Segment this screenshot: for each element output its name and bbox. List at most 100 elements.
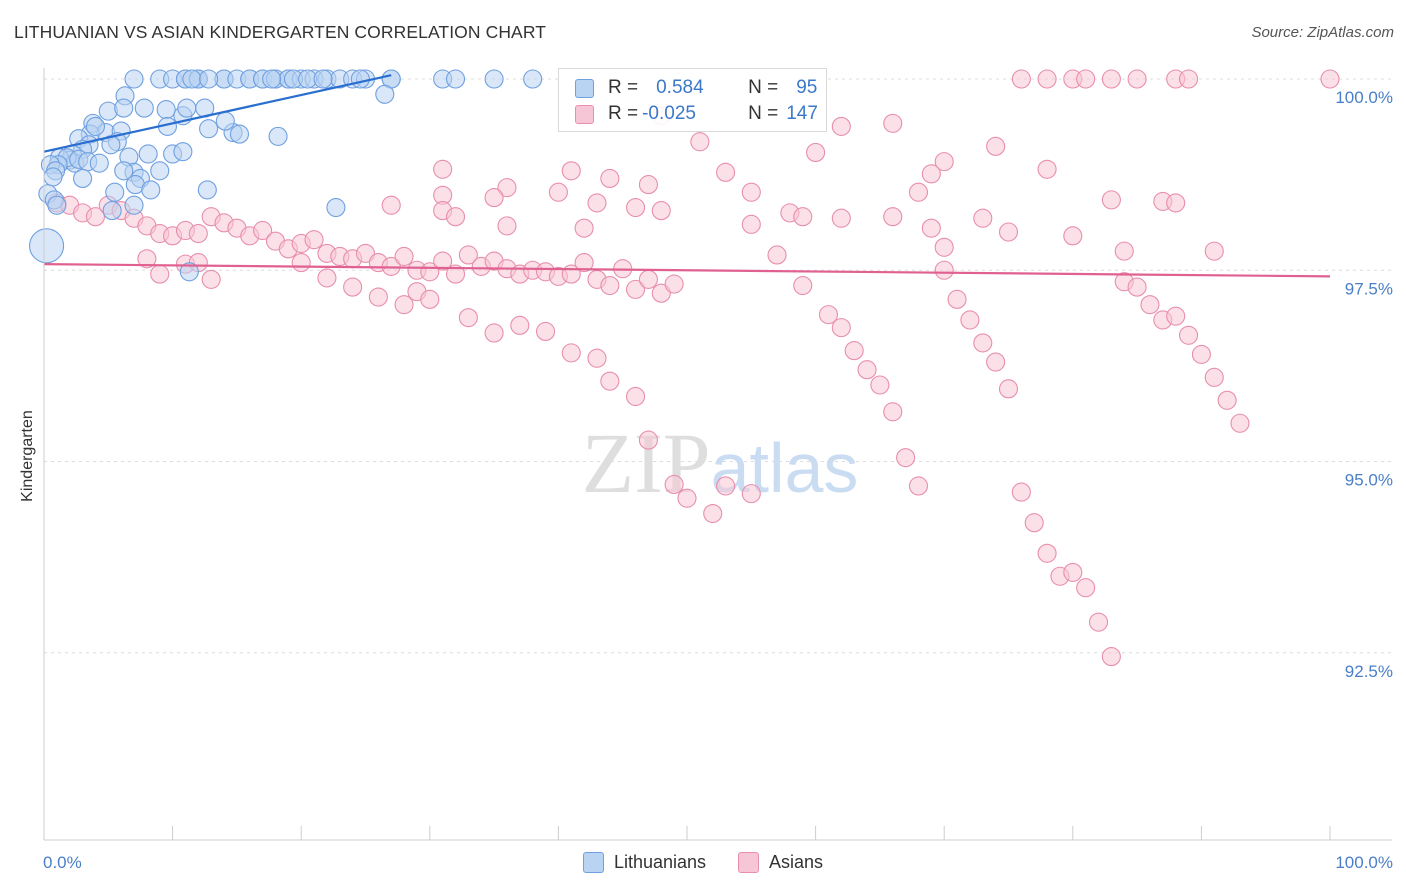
scatter-point	[921, 164, 941, 184]
scatter-point	[638, 430, 658, 450]
legend-item-lithuanians[interactable]: Lithuanians	[582, 852, 706, 873]
scatter-point	[600, 371, 620, 391]
scatter-point	[587, 193, 607, 213]
scatter-point	[1011, 69, 1031, 89]
scatter-point	[73, 168, 93, 188]
scatter-point	[433, 159, 453, 179]
scatter-point	[973, 208, 993, 228]
source-label: Source: ZipAtlas.com	[1251, 24, 1394, 41]
scatter-point	[394, 246, 414, 267]
scatter-point	[253, 220, 273, 241]
scatter-point	[47, 195, 67, 215]
scatter-point	[199, 69, 219, 89]
scatter-point	[1204, 241, 1224, 261]
scatter-point	[1024, 513, 1044, 533]
scatter-point	[1101, 647, 1121, 667]
scatter-point	[1063, 226, 1083, 246]
scatter-point	[1063, 562, 1083, 582]
scatter-point	[355, 243, 376, 263]
scatter-point	[1191, 344, 1211, 364]
scatter-point	[960, 310, 980, 330]
scatter-point	[350, 69, 370, 89]
scatter-point	[638, 175, 658, 195]
scatter-point	[29, 228, 65, 264]
legend-swatch-asians	[575, 104, 594, 124]
scatter-point	[1114, 241, 1134, 261]
y-tick-label: 92.5%	[1345, 662, 1393, 681]
series-asians	[47, 69, 1340, 667]
scatter-point	[150, 264, 170, 284]
scatter-point	[114, 161, 134, 181]
scatter-point	[600, 168, 620, 188]
chart-title: LITHUANIAN VS ASIAN KINDERGARTEN CORRELA…	[14, 22, 547, 42]
scatter-point	[934, 152, 954, 172]
scatter-point	[173, 142, 193, 162]
scatter-point	[137, 249, 157, 269]
scatter-point	[1217, 390, 1237, 410]
scatter-point	[215, 111, 235, 131]
scatter-point	[1037, 543, 1057, 563]
scatter-point	[947, 289, 967, 309]
scatter-point	[445, 264, 466, 284]
scatter-point	[523, 69, 543, 89]
scatter-point	[484, 188, 504, 208]
correlation-legend: R = 0.584 N = 95 R = -0.025 N = 147	[558, 68, 827, 132]
scatter-point	[138, 144, 158, 164]
scatter-point	[124, 69, 144, 89]
scatter-point	[934, 260, 954, 280]
scatter-point	[114, 98, 134, 118]
scatter-point	[497, 178, 517, 198]
scatter-point	[626, 197, 646, 218]
scatter-point	[883, 207, 903, 227]
x-tick-label: 100.0%	[1335, 853, 1393, 872]
scatter-point	[626, 386, 646, 407]
scatter-point	[177, 98, 197, 118]
scatter-point	[986, 352, 1006, 372]
scatter-point	[1320, 69, 1340, 89]
scatter-point	[43, 167, 63, 187]
scatter-point	[326, 197, 346, 218]
scatter-point	[638, 269, 658, 289]
scatter-point	[304, 230, 324, 250]
scatter-point	[716, 476, 736, 496]
scatter-point	[150, 161, 170, 181]
scatter-point	[908, 476, 929, 496]
scatter-point	[381, 195, 401, 215]
scatter-point	[1011, 482, 1031, 502]
legend-item-asians[interactable]: Asians	[738, 852, 823, 873]
scatter-point	[844, 341, 864, 361]
trend-layer	[43, 74, 1331, 278]
scatter-point	[85, 207, 105, 227]
scatter-point	[98, 101, 118, 121]
scatter-point	[793, 207, 813, 227]
scatter-point	[1166, 306, 1186, 326]
scatter-point	[535, 321, 556, 342]
scatter-point	[831, 116, 851, 136]
scatter-point	[883, 113, 903, 133]
scatter-point	[793, 275, 813, 296]
scatter-point	[229, 124, 250, 144]
scatter-point	[1204, 367, 1224, 387]
scatter-point	[201, 269, 221, 289]
scatter-point	[197, 180, 217, 200]
scatter-point	[883, 402, 903, 422]
scatter-point	[188, 223, 208, 244]
scatter-point	[484, 69, 504, 89]
scatter-point	[870, 375, 890, 395]
legend-r-label: R =	[608, 77, 639, 98]
legend-r-label: R =	[608, 103, 639, 124]
trend-line	[43, 74, 392, 153]
scatter-point	[199, 119, 219, 139]
scatter-point	[268, 126, 288, 146]
axis-layer: 100.0% 97.5% 95.0% 92.5% 0.0% 100.0%	[43, 68, 1393, 872]
y-tick-label: 97.5%	[1345, 279, 1393, 298]
scatter-point	[141, 180, 161, 200]
scatter-point	[313, 69, 333, 89]
scatter-point	[420, 289, 440, 309]
trend-line	[43, 263, 1331, 278]
legend-swatch-asians	[738, 852, 760, 873]
scatter-point	[561, 343, 581, 363]
y-tick-label: 95.0%	[1345, 471, 1393, 490]
scatter-point	[664, 274, 684, 294]
